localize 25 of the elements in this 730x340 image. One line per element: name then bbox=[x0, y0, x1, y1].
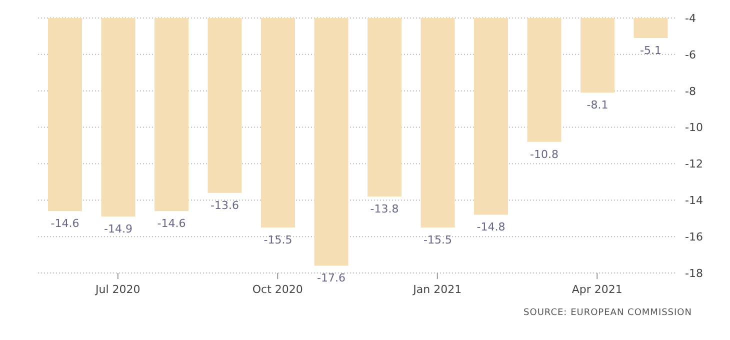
x-tick-label: Jul 2020 bbox=[94, 283, 140, 296]
data-label: -14.6 bbox=[157, 217, 186, 230]
y-tick-label: -16 bbox=[685, 230, 703, 244]
x-tick-label: Apr 2021 bbox=[572, 283, 622, 296]
data-label: -14.9 bbox=[104, 222, 132, 236]
y-tick-label: -14 bbox=[685, 194, 703, 208]
data-label: -15.5 bbox=[424, 233, 452, 246]
data-label: -14.6 bbox=[50, 217, 80, 230]
y-tick-label: -8 bbox=[685, 84, 696, 98]
data-label: -13.8 bbox=[370, 202, 399, 216]
data-label: -14.8 bbox=[476, 220, 506, 234]
y-tick-label: -4 bbox=[685, 12, 696, 25]
data-label: -8.1 bbox=[586, 98, 608, 112]
y-tick-label: -6 bbox=[685, 48, 696, 62]
y-tick-label: -12 bbox=[685, 158, 703, 171]
data-label: -5.1 bbox=[640, 44, 662, 58]
y-tick-label: -10 bbox=[685, 121, 703, 134]
x-tick-label: Oct 2020 bbox=[252, 283, 303, 296]
source-note: SOURCE: EUROPEAN COMMISSION bbox=[522, 308, 693, 318]
y-tick-label: -18 bbox=[685, 266, 703, 280]
x-tick-label: Jan 2021 bbox=[412, 283, 462, 296]
data-label: -17.6 bbox=[317, 272, 346, 285]
data-label: -10.8 bbox=[530, 148, 558, 161]
data-label: -15.5 bbox=[264, 233, 292, 246]
data-label: -13.6 bbox=[210, 198, 239, 212]
